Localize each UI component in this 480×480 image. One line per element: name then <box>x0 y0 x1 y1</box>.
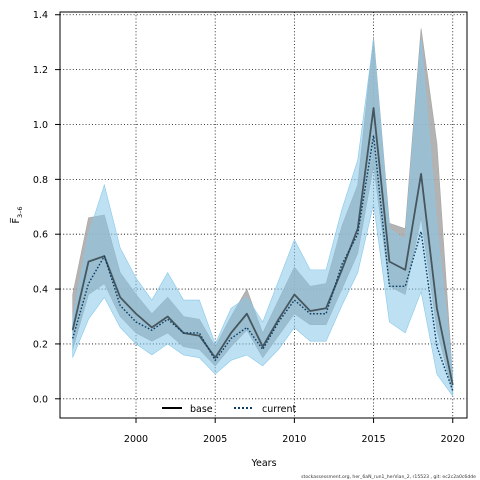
y-tick-label-1.4: 1.4 <box>33 10 48 21</box>
y-axis-title-main: F̅ <box>10 217 22 223</box>
legend-label-base: base <box>190 404 213 415</box>
x-tick-label-2010: 2010 <box>282 434 306 445</box>
y-tick-label-0.2: 0.2 <box>33 339 48 350</box>
confidence-band-current <box>72 39 454 397</box>
axes: 2000 2005 2010 2015 2020 0.0 0.2 0.4 0.6 0.8 1.0 1.… <box>33 10 465 445</box>
y-axis-title-subscript: 3–6 <box>16 207 24 219</box>
y-tick-label-0.4: 0.4 <box>33 285 48 296</box>
x-tick-label-2005: 2005 <box>203 434 227 445</box>
y-tick-label-0.0: 0.0 <box>33 394 48 405</box>
y-tick-label-0.6: 0.6 <box>33 230 48 241</box>
y-axis-title: F̅3–6 <box>10 207 24 224</box>
y-tick-label-0.8: 0.8 <box>33 175 48 186</box>
footnote: stockassessment.org, her_6aN_run1_herVia… <box>301 474 476 480</box>
x-axis-title: Years <box>250 458 276 469</box>
svg-text:F̅3–6: F̅3–6 <box>10 207 24 224</box>
x-tick-label-2020: 2020 <box>441 434 465 445</box>
y-tick-label-1.2: 1.2 <box>33 65 48 76</box>
legend: base current <box>162 404 297 415</box>
plot-frame <box>59 11 468 419</box>
legend-label-current: current <box>262 404 297 415</box>
x-tick-label-2000: 2000 <box>124 434 148 445</box>
confidence-bands <box>72 28 454 397</box>
series-line-base <box>71 107 454 386</box>
y-tick-label-1.0: 1.0 <box>33 120 48 131</box>
x-tick-label-2015: 2015 <box>361 434 385 445</box>
series-lines <box>71 107 454 391</box>
series-line-current <box>71 134 454 391</box>
